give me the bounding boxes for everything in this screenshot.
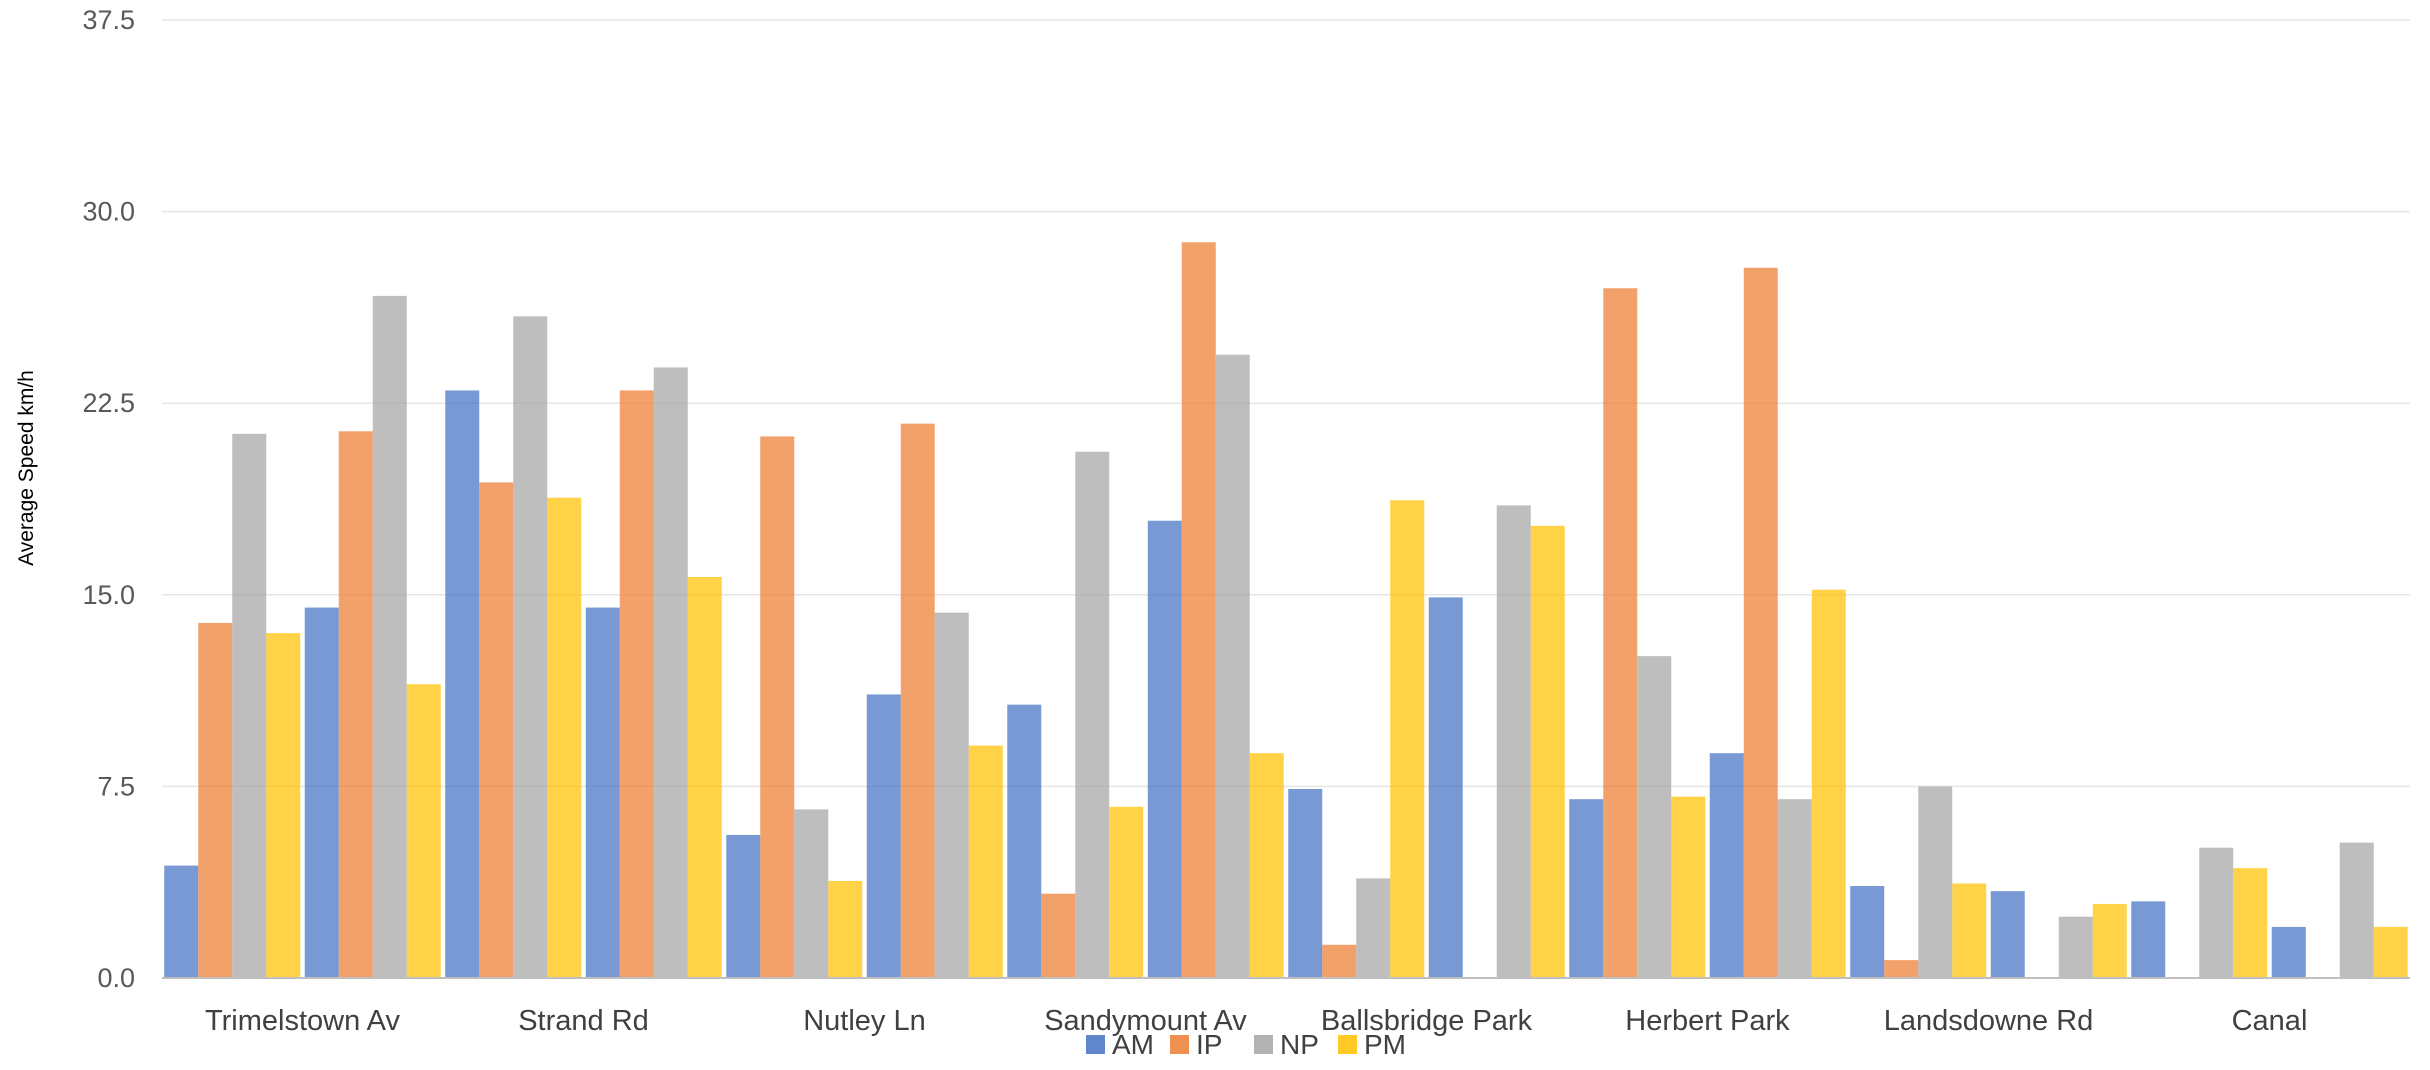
bar-am (2131, 901, 2166, 978)
bar-pm (2092, 903, 2127, 978)
y-tick-label: 30.0 (82, 197, 135, 227)
bar-pm (968, 745, 1003, 978)
legend-swatch-ip (1170, 1035, 1189, 1054)
y-tick-label: 0.0 (97, 963, 135, 993)
bar-ip (1884, 960, 1919, 978)
bar-am (866, 694, 901, 978)
bar-pm (547, 497, 582, 978)
bar-np (232, 433, 267, 979)
x-tick-label: Canal (2232, 1005, 2308, 1037)
bar-am (2271, 926, 2306, 978)
x-tick-label: Trimelstown Av (205, 1005, 400, 1037)
bar-am (445, 390, 480, 979)
bar-pm (2373, 926, 2408, 978)
bar-am (1428, 597, 1463, 978)
legend-swatch-am (1086, 1035, 1105, 1054)
y-tick-label: 15.0 (82, 580, 135, 610)
bar-ip (1041, 893, 1076, 978)
axes: 0.0 7.5 15.0 22.5 30.0 37.5 Trimelstown Av Stra… (15, 5, 2410, 1037)
bar-np (372, 295, 407, 978)
bar-pm (1811, 589, 1846, 978)
legend-label-np: NP (1280, 1029, 1319, 1060)
x-tick-label: Sandymount Av (1044, 1005, 1247, 1037)
legend-swatch-pm (1338, 1035, 1357, 1054)
bar-np (1356, 878, 1391, 978)
bar-pm (266, 633, 301, 978)
bar-pm (406, 684, 441, 978)
bar-ip (1743, 267, 1778, 978)
bar-am (726, 834, 761, 978)
bar-am (1850, 886, 1885, 978)
legend-label-ip: IP (1196, 1029, 1222, 1060)
bar-pm (1390, 500, 1425, 978)
bar-np (794, 809, 829, 978)
bar-am (164, 865, 199, 978)
bar-am (1147, 520, 1182, 978)
bar-pm (1109, 806, 1144, 978)
bar-am (1709, 753, 1744, 978)
bar-pm (687, 576, 722, 978)
y-tick-label: 37.5 (82, 5, 135, 35)
bar-pm (1249, 753, 1284, 978)
bar-ip (198, 622, 233, 978)
bar-pm (828, 880, 863, 978)
bar-ip (338, 431, 373, 978)
bar-ip (1603, 288, 1638, 978)
bar-am (585, 607, 620, 978)
bar-am (1569, 799, 1604, 978)
bar-pm (1952, 883, 1987, 978)
bar-pm (1530, 525, 1565, 978)
bar-ip (1322, 944, 1357, 978)
bar-am (1990, 891, 2025, 978)
x-tick-label: Ballsbridge Park (1321, 1005, 1533, 1037)
bar-np (2339, 842, 2374, 978)
bar-np (1075, 451, 1110, 979)
bar-ip (619, 390, 654, 979)
legend-label-pm: PM (1364, 1029, 1406, 1060)
x-tick-label: Landsdowne Rd (1884, 1005, 2094, 1037)
x-tick-label: Herbert Park (1625, 1005, 1790, 1037)
bar-np (1777, 799, 1812, 978)
legend-swatch-np (1254, 1035, 1273, 1054)
bar-np (2058, 916, 2093, 978)
x-tick-label: Strand Rd (518, 1005, 649, 1037)
bar-ip (1181, 242, 1216, 979)
x-tick-label: Nutley Ln (803, 1005, 926, 1037)
bar-am (304, 607, 339, 978)
bar-am (1288, 788, 1323, 978)
bar-ip (760, 436, 795, 979)
bar-pm (2233, 868, 2268, 978)
bar-np (1215, 354, 1250, 978)
bar-am (1007, 704, 1042, 978)
legend: AM IP NP PM (1086, 1029, 1406, 1060)
bar-np (2199, 847, 2234, 978)
bar-np (934, 612, 969, 978)
bar-np (513, 316, 548, 979)
bar-np (653, 367, 688, 978)
y-tick-label: 7.5 (97, 771, 135, 801)
bar-ip (900, 423, 935, 978)
bar-np (1496, 505, 1531, 978)
bar-np (1637, 656, 1672, 978)
bar-pm (1671, 796, 1706, 978)
legend-label-am: AM (1112, 1029, 1154, 1060)
bars (164, 242, 2408, 979)
y-tick-label: 22.5 (82, 388, 135, 418)
bar-ip (479, 482, 514, 978)
bar-np (1918, 786, 1953, 978)
y-axis-title: Average Speed km/h (15, 370, 38, 566)
